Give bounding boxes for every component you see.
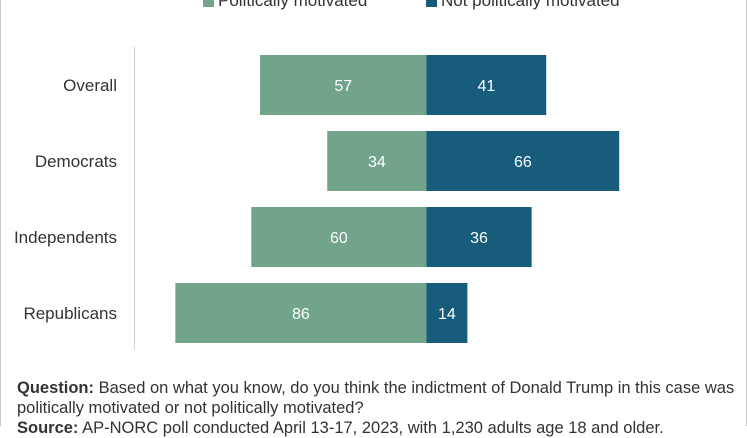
data-label-democrats-politically-motivated: 34 (368, 154, 386, 171)
footnote-question: Question: Based on what you know, do you… (17, 378, 737, 418)
chart-legend: Politically motivated Not politically mo… (0, 0, 747, 11)
bar-republicans-politically-motivated (175, 283, 427, 343)
legend-swatch-not-politically-motivated (426, 0, 437, 7)
data-label-democrats-not-politically-motivated: 66 (514, 154, 532, 171)
legend-item-not-politically-motivated: Not politically motivated (426, 0, 620, 11)
bar-overall-politically-motivated (260, 55, 427, 115)
legend-label-not-politically-motivated: Not politically motivated (441, 0, 620, 10)
legend-label-politically-motivated: Politically motivated (218, 0, 368, 10)
footnote-question-text: Based on what you know, do you think the… (17, 379, 735, 417)
footnote-question-label: Question: (17, 379, 94, 397)
legend-item-politically-motivated: Politically motivated (203, 0, 367, 11)
frame-edge-left (0, 0, 1, 426)
data-label-republicans-not-politically-motivated: 14 (438, 306, 456, 323)
data-label-republicans-politically-motivated: 86 (292, 306, 310, 323)
bar-overall-not-politically-motivated (426, 55, 547, 115)
category-label-democrats: Democrats (35, 152, 117, 171)
bar-independents-politically-motivated (251, 207, 427, 267)
diverging-bar-chart: Overall 57 41 Democrats 34 66 Independents 60 36… (14, 47, 620, 350)
data-label-overall-not-politically-motivated: 41 (477, 78, 495, 95)
data-label-overall-politically-motivated: 57 (334, 78, 352, 95)
legend-swatch-politically-motivated (203, 0, 214, 7)
footnote-source-text: AP-NORC poll conducted April 13-17, 2023… (82, 419, 664, 437)
footnote-source: Source: AP-NORC poll conducted April 13-… (17, 418, 737, 438)
footnote-source-label: Source: (17, 419, 79, 437)
category-label-republicans: Republicans (23, 304, 117, 323)
bar-democrats-not-politically-motivated (426, 131, 620, 191)
category-label-independents: Independents (14, 228, 117, 247)
bar-democrats-politically-motivated (327, 131, 427, 191)
data-label-independents-not-politically-motivated: 36 (470, 230, 488, 247)
category-label-overall: Overall (63, 76, 117, 95)
chart-footnote: Question: Based on what you know, do you… (17, 378, 737, 438)
bar-republicans-not-politically-motivated (426, 283, 468, 343)
data-label-independents-politically-motivated: 60 (330, 230, 348, 247)
bar-independents-not-politically-motivated (426, 207, 532, 267)
